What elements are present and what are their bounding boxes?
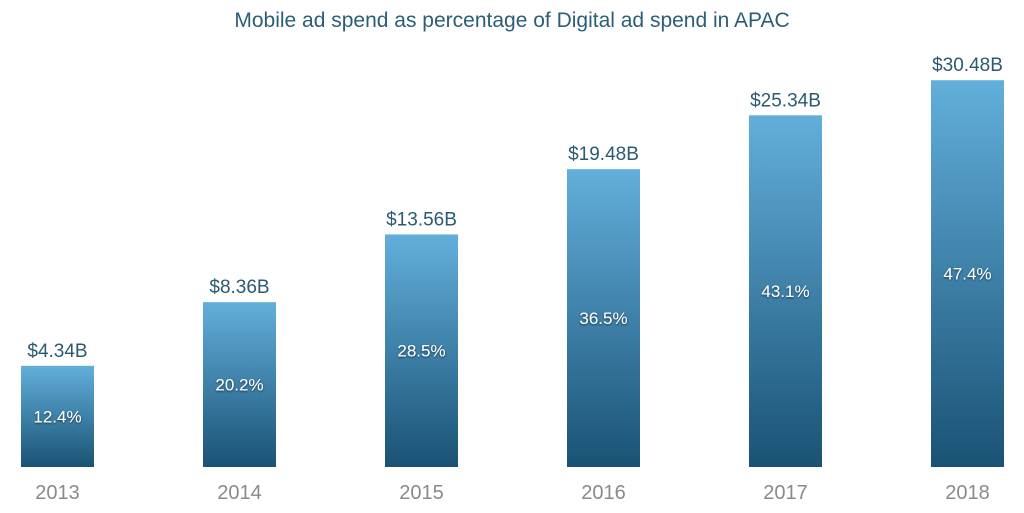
bar-top-label: $25.34B [750,90,821,111]
bar-2014 [203,302,276,467]
x-tick-label: 2017 [763,482,808,504]
x-tick-label: 2014 [217,482,262,504]
bar-2015 [385,234,458,467]
bar-value-label: 47.4% [943,265,991,284]
bar-2013 [21,365,94,467]
bar-value-label: 43.1% [761,282,809,301]
x-tick-label: 2013 [35,482,80,504]
bar-top-label: $30.48B [932,55,1003,76]
x-tick-label: 2018 [945,482,990,504]
x-tick-label: 2015 [399,482,444,504]
bar-2016 [567,169,640,467]
bar-value-label: 36.5% [579,309,627,328]
bar-top-label: $8.36B [209,277,269,298]
bar-value-label: 28.5% [397,342,445,361]
bar-top-label: $13.56B [386,209,457,230]
chart-title: Mobile ad spend as percentage of Digital… [234,9,789,32]
bar-value-label: 20.2% [215,376,263,395]
bar-top-label: $4.34B [27,341,87,362]
bar-2018 [931,80,1004,467]
bar-2017 [749,115,822,467]
x-tick-label: 2016 [581,482,626,504]
bar-top-label: $19.48B [568,144,639,165]
bar-value-label: 12.4% [33,407,81,426]
